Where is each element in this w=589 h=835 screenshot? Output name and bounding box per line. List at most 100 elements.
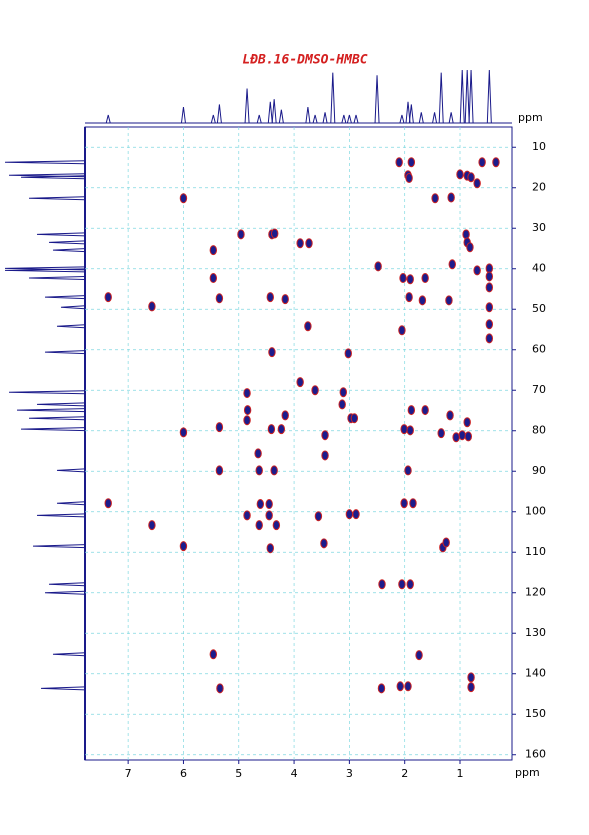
cross-peak [467, 172, 475, 183]
top-projection-peak [180, 107, 186, 124]
cross-peak [404, 681, 412, 692]
top-projection-peak [305, 107, 311, 124]
chart-title: LĐB.16-DMSO-HMBC [242, 53, 367, 68]
cross-peak [148, 520, 156, 531]
top-projection-peak [448, 112, 454, 124]
cross-peak [215, 422, 224, 433]
cross-peak [243, 388, 251, 399]
top-projection-peak [322, 112, 328, 124]
cross-peak [104, 498, 112, 509]
cross-peak [216, 683, 224, 694]
y-tick-label: 160 [525, 748, 546, 761]
cross-peak [400, 498, 408, 509]
cross-peak [243, 405, 252, 416]
cross-peak [467, 672, 475, 683]
top-projection-peak [464, 69, 470, 124]
cross-peak [485, 333, 494, 344]
top-projection-peak [256, 114, 262, 124]
cross-peak [305, 238, 313, 249]
cross-peak [374, 261, 382, 272]
side-projection-peak [44, 590, 86, 595]
top-projection-peak [353, 114, 359, 124]
cross-peak [464, 431, 473, 442]
y-tick-label: 80 [532, 424, 546, 437]
cross-peak [311, 385, 319, 396]
cross-peak [421, 405, 429, 416]
top-projection-peak [267, 101, 273, 124]
side-projection-peak [28, 196, 86, 201]
top-projection-peak [341, 114, 347, 124]
cross-peak [404, 465, 412, 476]
side-projection-peak [4, 160, 86, 165]
cross-peak [456, 169, 464, 180]
cross-peak [237, 229, 245, 240]
side-projection-peak [28, 276, 86, 281]
cross-peak [265, 510, 273, 521]
cross-peak [243, 415, 251, 426]
side-projection-peak [60, 305, 86, 310]
y-tick-label: 140 [525, 667, 546, 680]
cross-peak [281, 294, 289, 305]
cross-peak [104, 292, 112, 303]
top-projection-peak [244, 88, 250, 124]
y-tick-label: 110 [525, 545, 546, 558]
side-projection-peak [56, 324, 86, 329]
side-projection-peak [8, 390, 86, 395]
cross-peak [485, 319, 494, 330]
cross-peak [399, 273, 407, 284]
cross-peak [396, 681, 404, 692]
top-projection-peak [486, 69, 492, 124]
cross-peak [406, 579, 414, 590]
cross-peak [179, 427, 188, 438]
x-tick-label: 2 [401, 767, 408, 780]
cross-peak [452, 432, 460, 443]
top-projection-peak [216, 104, 222, 124]
cross-peak [492, 157, 500, 168]
cross-peak [339, 387, 348, 398]
cross-peak [409, 498, 417, 509]
top-projection-peak [278, 109, 284, 124]
cross-peak [296, 238, 304, 249]
cross-peak [398, 325, 406, 336]
cross-peak [466, 242, 474, 253]
cross-peak [442, 537, 450, 548]
y-tick-label: 60 [532, 343, 546, 356]
cross-peak [271, 228, 279, 239]
top-projection-peak [438, 72, 444, 124]
side-projection-peak [16, 408, 86, 413]
x-tick-label: 1 [457, 767, 464, 780]
cross-peak [437, 428, 445, 439]
side-projection-peak [20, 427, 86, 432]
top-projection-peak [105, 114, 111, 124]
cross-peak [270, 465, 278, 476]
cross-peak [266, 292, 274, 303]
side-projection-peak [32, 544, 86, 549]
cross-peak [179, 193, 188, 204]
x-tick-label: 5 [235, 767, 242, 780]
cross-peak [405, 173, 413, 184]
side-projection-peak [56, 501, 86, 506]
top-projection-peak [271, 99, 277, 124]
cross-peak [431, 193, 439, 204]
cross-peak [321, 450, 329, 461]
cross-peak [473, 265, 481, 276]
x-tick-label: 3 [346, 767, 353, 780]
cross-peak [209, 245, 218, 256]
cross-peak [447, 192, 455, 203]
top-projection-peak [408, 104, 414, 124]
top-projection-peak [468, 69, 474, 124]
cross-peak [266, 543, 274, 554]
cross-peak [281, 410, 289, 421]
side-projection-peak [48, 582, 86, 587]
cross-peak [485, 271, 494, 282]
cross-peak [406, 425, 414, 436]
cross-peak [485, 282, 494, 293]
x-tick-label: 4 [291, 767, 298, 780]
cross-peak [243, 510, 251, 521]
side-projection-peak [36, 232, 86, 237]
cross-peak [400, 424, 408, 435]
cross-peak [255, 465, 263, 476]
cross-peak [345, 509, 354, 520]
side-projection-peak [52, 248, 86, 253]
